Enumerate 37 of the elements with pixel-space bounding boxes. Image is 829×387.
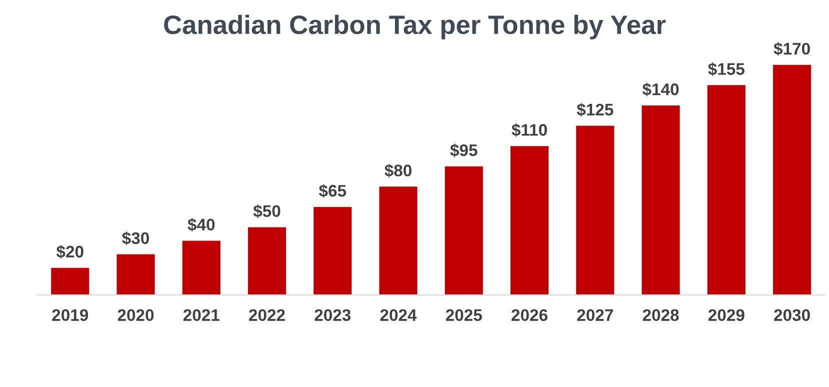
x-tick-label: 2021 bbox=[183, 309, 220, 322]
bar bbox=[248, 227, 286, 295]
x-tick-label: 2027 bbox=[577, 309, 613, 322]
x-tick-label: 2025 bbox=[446, 309, 482, 322]
bar bbox=[379, 186, 418, 295]
bar bbox=[51, 268, 90, 295]
data-label: $65 bbox=[318, 184, 346, 198]
x-tick-label: 2029 bbox=[708, 309, 744, 322]
data-label: $170 bbox=[774, 42, 810, 56]
x-tick-label: 2026 bbox=[512, 309, 548, 322]
data-label: $95 bbox=[450, 144, 478, 158]
x-tick-label: 2030 bbox=[774, 309, 810, 322]
bar bbox=[444, 166, 483, 295]
data-label: $155 bbox=[708, 62, 744, 76]
x-tick-label: 2023 bbox=[314, 309, 351, 322]
data-label: $20 bbox=[56, 245, 84, 259]
bar bbox=[642, 105, 680, 295]
data-label: $125 bbox=[576, 102, 614, 117]
bar bbox=[576, 126, 614, 295]
x-tick-label: 2019 bbox=[52, 309, 88, 322]
bar bbox=[182, 240, 220, 295]
bar bbox=[707, 85, 746, 295]
bar bbox=[510, 146, 549, 295]
data-label: $40 bbox=[188, 218, 215, 232]
data-label: $30 bbox=[122, 232, 149, 246]
x-tick-label: 2028 bbox=[642, 309, 679, 322]
data-label: $80 bbox=[384, 164, 412, 178]
bar bbox=[314, 206, 352, 295]
data-label: $50 bbox=[253, 204, 280, 218]
x-tick-label: 2020 bbox=[118, 309, 154, 322]
bar bbox=[116, 254, 155, 295]
bar bbox=[773, 64, 812, 295]
x-tick-label: 2024 bbox=[380, 309, 417, 322]
chart-title: Canadian Carbon Tax per Tonne by Year bbox=[164, 14, 666, 40]
data-label: $140 bbox=[642, 82, 679, 96]
x-tick-label: 2022 bbox=[249, 309, 285, 322]
data-label: $110 bbox=[512, 123, 547, 137]
